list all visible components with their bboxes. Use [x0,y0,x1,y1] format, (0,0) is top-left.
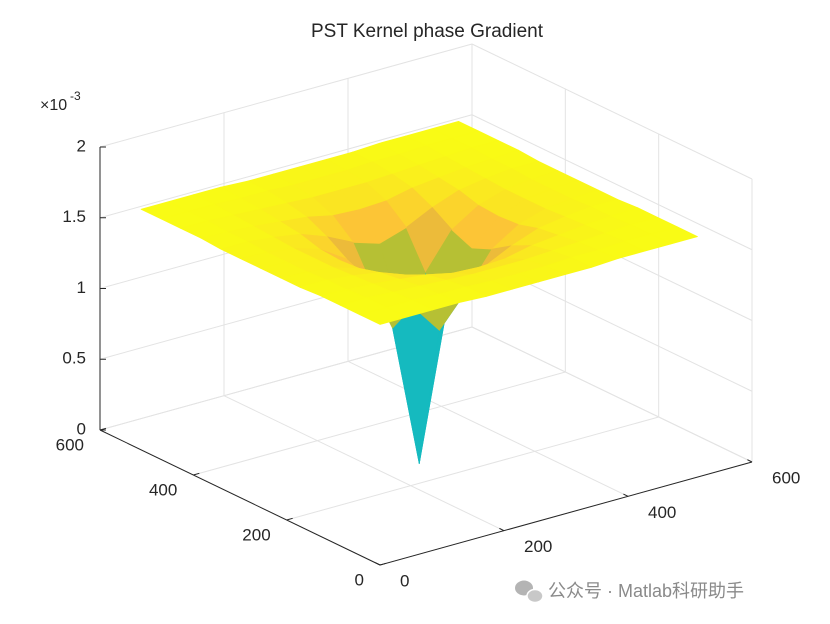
z-multiplier-base: ×10 [40,97,67,114]
y-axis [99,429,381,566]
grid-line [223,395,505,532]
y-tick [379,562,387,566]
y-tick [99,427,107,431]
z-tick-label: 2 [77,136,86,155]
y-tick [286,517,293,521]
y-tick-label: 200 [242,525,270,544]
x-tick [747,459,753,463]
x-tick-label: 400 [648,503,676,522]
y-tick-label: 0 [355,570,364,589]
grid-line [286,416,659,521]
z-multiplier-exponent: -3 [70,89,81,103]
y-tick-label: 400 [149,480,177,499]
grid-line [471,114,753,251]
chart-title: PST Kernel phase Gradient [311,21,544,42]
surface-patch [359,306,408,325]
surface [140,120,698,464]
y-tick [193,472,200,476]
x-axis [379,461,753,566]
grid-line [471,43,753,180]
watermark-icon [515,580,544,604]
z-tick-label: 0.5 [62,349,86,368]
x-tick [375,562,381,566]
x-tick [623,493,629,497]
z-tick-label: 1.5 [62,207,86,226]
x-tick [499,527,505,532]
y-tick-label: 600 [56,435,84,454]
grid-line [193,371,566,476]
z-tick-label: 1 [77,278,86,297]
x-tick-label: 600 [772,468,800,487]
x-tick-label: 200 [524,537,552,556]
z-tick-label: 0 [77,419,86,438]
grid-line [99,114,473,219]
grid-line [471,326,753,463]
watermark: 公众号 · Matlab科研助手 [548,581,744,601]
x-tick-label: 0 [400,571,409,590]
grid-line [347,360,629,497]
grid-line [99,43,473,148]
